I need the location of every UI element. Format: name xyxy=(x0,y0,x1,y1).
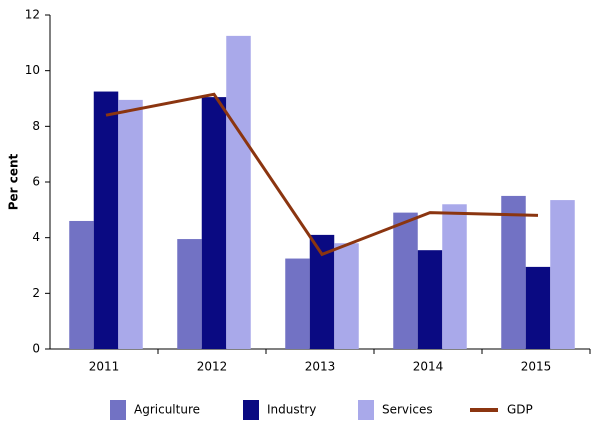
y-tick-label: 10 xyxy=(25,63,40,77)
bar xyxy=(442,204,467,349)
bar xyxy=(69,220,94,349)
legend-label: GDP xyxy=(507,403,533,417)
legend-swatch xyxy=(243,400,259,420)
y-axis-label: Per cent xyxy=(7,153,21,210)
bar xyxy=(226,35,251,349)
bar xyxy=(550,200,575,349)
x-tick-label: 2012 xyxy=(197,360,228,374)
x-tick-label: 2015 xyxy=(521,360,552,374)
y-tick-label: 6 xyxy=(32,175,40,189)
bar xyxy=(93,91,119,350)
bar xyxy=(177,239,202,349)
y-tick-label: 12 xyxy=(25,8,40,22)
y-tick-label: 8 xyxy=(32,119,40,133)
legend-label: Services xyxy=(382,403,433,417)
x-tick-label: 2014 xyxy=(413,360,444,374)
legend-swatch xyxy=(110,400,126,420)
bar xyxy=(417,250,443,349)
bar xyxy=(334,243,359,349)
bar xyxy=(393,212,418,349)
line xyxy=(105,92,539,257)
bar xyxy=(201,97,227,349)
x-tick-label: 2013 xyxy=(305,360,336,374)
legend-swatch xyxy=(358,400,374,420)
bar xyxy=(501,195,526,349)
y-tick-label: 0 xyxy=(32,342,40,356)
legend-label: Agriculture xyxy=(134,403,200,417)
legend-label: Industry xyxy=(267,403,316,417)
x-tick-label: 2011 xyxy=(89,360,120,374)
bar xyxy=(525,266,551,349)
y-tick-label: 2 xyxy=(32,286,40,300)
bar xyxy=(118,99,143,350)
y-tick-label: 4 xyxy=(32,230,40,244)
bar xyxy=(285,258,310,349)
